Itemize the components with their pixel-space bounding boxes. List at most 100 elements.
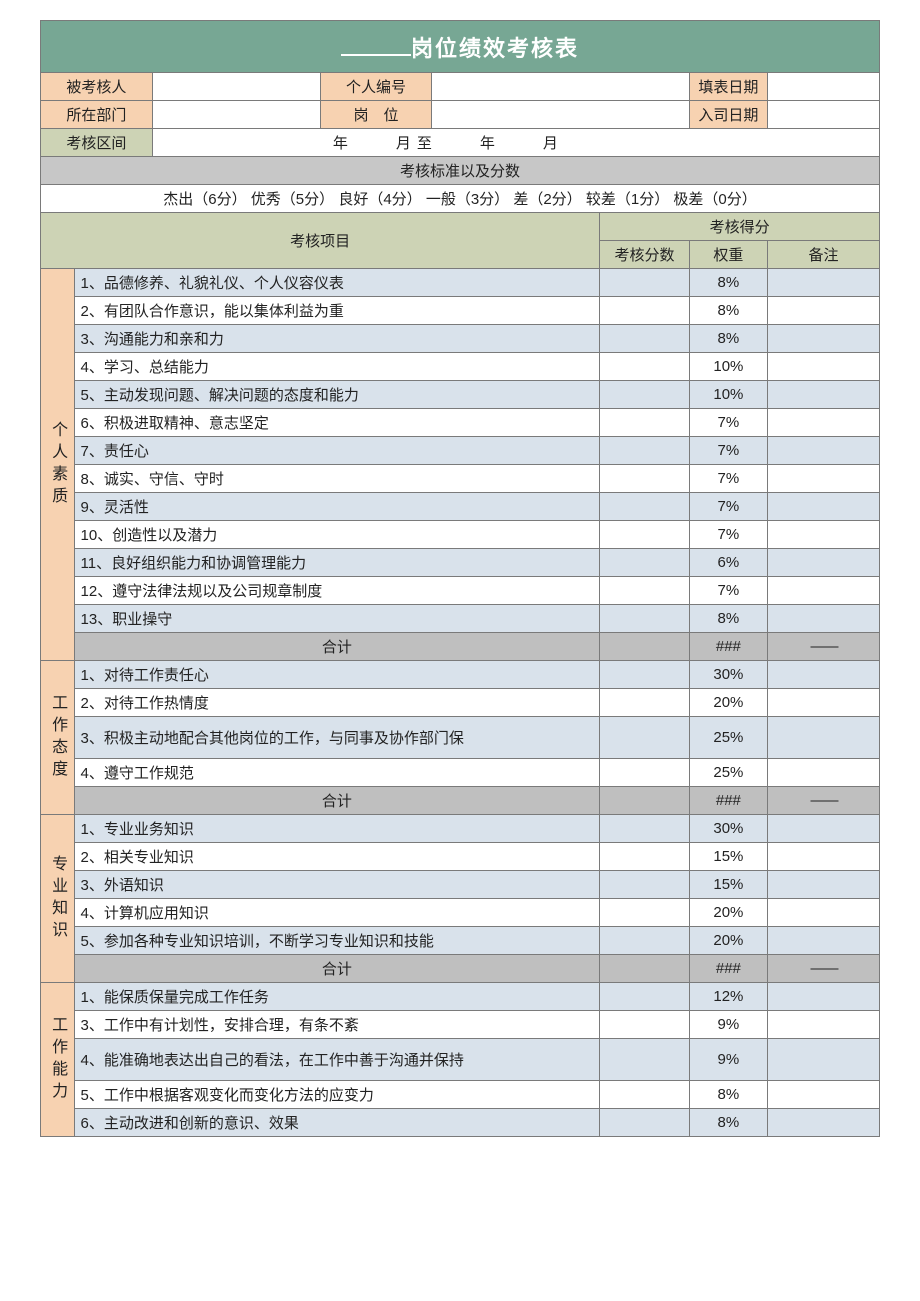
item-remark[interactable] [768, 661, 880, 689]
item-remark[interactable] [768, 1039, 880, 1081]
category-label: 个人素质 [41, 269, 75, 661]
item-score[interactable] [600, 689, 689, 717]
item-score[interactable] [600, 927, 689, 955]
value-dept[interactable] [152, 101, 320, 129]
item-text: 1、专业业务知识 [74, 815, 600, 843]
label-position: 岗 位 [320, 101, 432, 129]
item-text: 11、良好组织能力和协调管理能力 [74, 549, 600, 577]
item-remark[interactable] [768, 871, 880, 899]
item-weight: 10% [689, 353, 767, 381]
item-score[interactable] [600, 871, 689, 899]
item-remark[interactable] [768, 759, 880, 787]
item-score[interactable] [600, 297, 689, 325]
item-remark[interactable] [768, 815, 880, 843]
page-title: 岗位绩效考核表 [41, 21, 880, 73]
item-score[interactable] [600, 1081, 689, 1109]
item-score[interactable] [600, 549, 689, 577]
item-remark[interactable] [768, 325, 880, 353]
item-score[interactable] [600, 577, 689, 605]
item-score[interactable] [600, 899, 689, 927]
item-weight: 7% [689, 437, 767, 465]
item-weight: 25% [689, 759, 767, 787]
item-weight: 8% [689, 297, 767, 325]
item-score[interactable] [600, 983, 689, 1011]
item-remark[interactable] [768, 843, 880, 871]
label-period: 考核区间 [41, 129, 153, 157]
label-fill-date: 填表日期 [689, 73, 767, 101]
subtotal-weight: ### [689, 633, 767, 661]
item-remark[interactable] [768, 297, 880, 325]
item-score[interactable] [600, 353, 689, 381]
item-weight: 7% [689, 577, 767, 605]
item-weight: 8% [689, 605, 767, 633]
item-remark[interactable] [768, 899, 880, 927]
value-period[interactable]: 年 月至 年 月 [152, 129, 879, 157]
item-weight: 10% [689, 381, 767, 409]
label-id: 个人编号 [320, 73, 432, 101]
item-remark[interactable] [768, 927, 880, 955]
item-score[interactable] [600, 759, 689, 787]
item-score[interactable] [600, 437, 689, 465]
item-weight: 7% [689, 521, 767, 549]
item-score[interactable] [600, 605, 689, 633]
item-text: 4、学习、总结能力 [74, 353, 600, 381]
value-id[interactable] [432, 73, 689, 101]
item-remark[interactable] [768, 577, 880, 605]
item-remark[interactable] [768, 1109, 880, 1137]
item-text: 6、积极进取精神、意志坚定 [74, 409, 600, 437]
item-remark[interactable] [768, 381, 880, 409]
item-remark[interactable] [768, 1081, 880, 1109]
item-remark[interactable] [768, 549, 880, 577]
item-remark[interactable] [768, 437, 880, 465]
item-text: 7、责任心 [74, 437, 600, 465]
item-score[interactable] [600, 325, 689, 353]
item-remark[interactable] [768, 1011, 880, 1039]
item-remark[interactable] [768, 605, 880, 633]
value-assessee[interactable] [152, 73, 320, 101]
item-score[interactable] [600, 521, 689, 549]
category-label: 工作态度 [41, 661, 75, 815]
item-remark[interactable] [768, 353, 880, 381]
item-score[interactable] [600, 815, 689, 843]
item-score[interactable] [600, 1039, 689, 1081]
item-score[interactable] [600, 269, 689, 297]
item-text: 3、外语知识 [74, 871, 600, 899]
label-assessee: 被考核人 [41, 73, 153, 101]
standards-line: 杰出（6分） 优秀（5分） 良好（4分） 一般（3分） 差（2分） 较差（1分）… [41, 185, 880, 213]
item-score[interactable] [600, 409, 689, 437]
category-label: 专业知识 [41, 815, 75, 983]
item-text: 9、灵活性 [74, 493, 600, 521]
value-join-date[interactable] [768, 101, 880, 129]
item-text: 5、工作中根据客观变化而变化方法的应变力 [74, 1081, 600, 1109]
value-position[interactable] [432, 101, 689, 129]
item-text: 1、能保质保量完成工作任务 [74, 983, 600, 1011]
item-remark[interactable] [768, 983, 880, 1011]
item-remark[interactable] [768, 521, 880, 549]
item-weight: 8% [689, 325, 767, 353]
item-score[interactable] [600, 465, 689, 493]
col-score-group: 考核得分 [600, 213, 880, 241]
item-score[interactable] [600, 493, 689, 521]
label-dept: 所在部门 [41, 101, 153, 129]
item-remark[interactable] [768, 689, 880, 717]
item-remark[interactable] [768, 409, 880, 437]
subtotal-remark: —— [768, 787, 880, 815]
item-score[interactable] [600, 1011, 689, 1039]
subtotal-remark: —— [768, 633, 880, 661]
item-remark[interactable] [768, 465, 880, 493]
item-score[interactable] [600, 843, 689, 871]
item-score[interactable] [600, 661, 689, 689]
item-weight: 25% [689, 717, 767, 759]
item-score[interactable] [600, 1109, 689, 1137]
item-score[interactable] [600, 717, 689, 759]
item-remark[interactable] [768, 269, 880, 297]
item-weight: 7% [689, 409, 767, 437]
subtotal-remark: —— [768, 955, 880, 983]
item-score[interactable] [600, 381, 689, 409]
item-text: 3、工作中有计划性，安排合理，有条不紊 [74, 1011, 600, 1039]
item-remark[interactable] [768, 493, 880, 521]
item-text: 13、职业操守 [74, 605, 600, 633]
value-fill-date[interactable] [768, 73, 880, 101]
item-remark[interactable] [768, 717, 880, 759]
item-text: 12、遵守法律法规以及公司规章制度 [74, 577, 600, 605]
